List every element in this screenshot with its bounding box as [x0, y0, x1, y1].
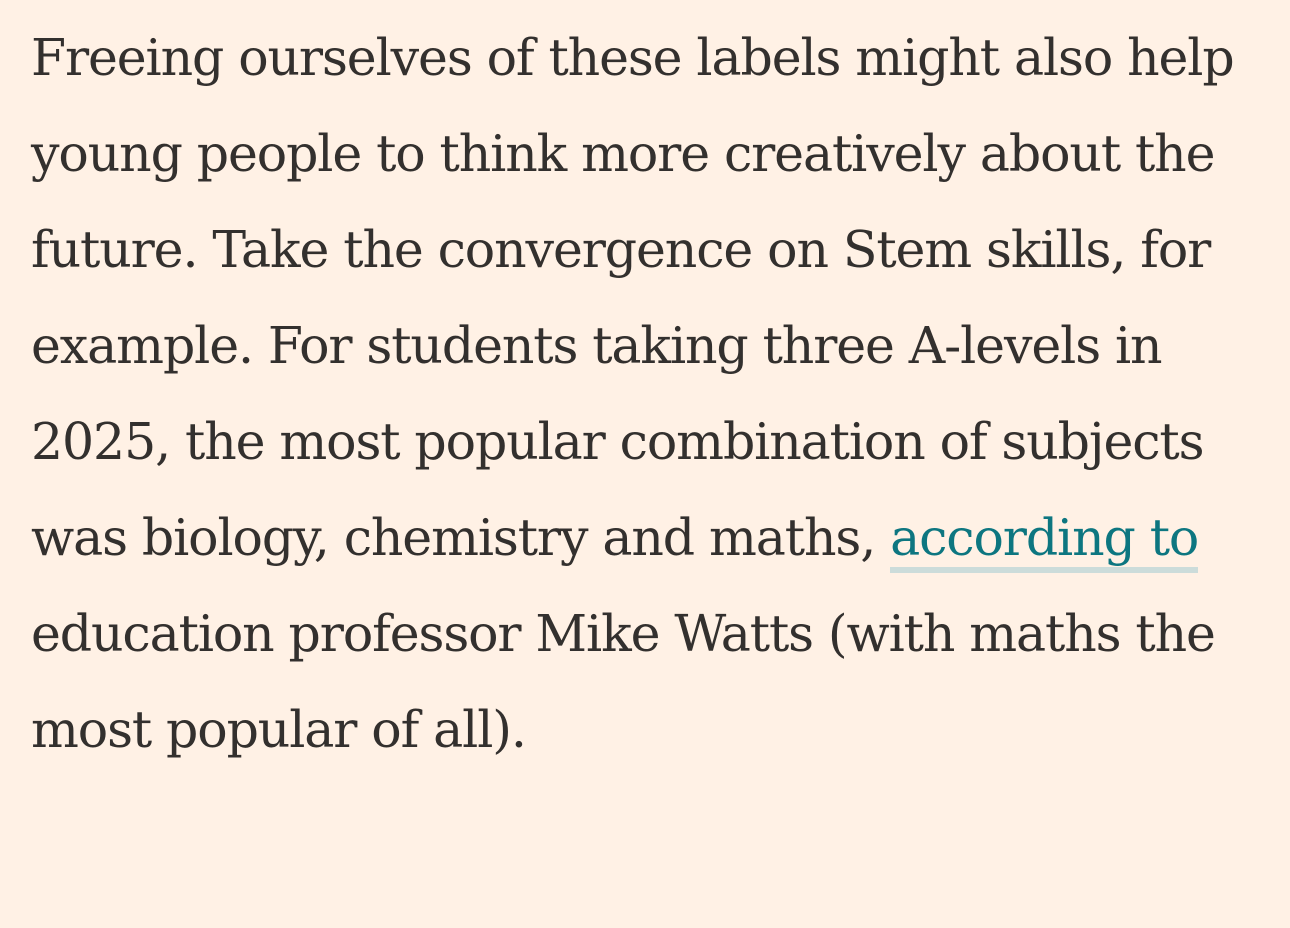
paragraph-text-before-link: Freeing ourselves of these labels might … — [31, 28, 1235, 567]
paragraph-text-after-link: education professor Mike Watts (with mat… — [31, 604, 1216, 759]
article-body: Freeing ourselves of these labels might … — [31, 10, 1266, 778]
according-to-link[interactable]: according to — [890, 508, 1199, 573]
article-paragraph: Freeing ourselves of these labels might … — [31, 10, 1266, 778]
